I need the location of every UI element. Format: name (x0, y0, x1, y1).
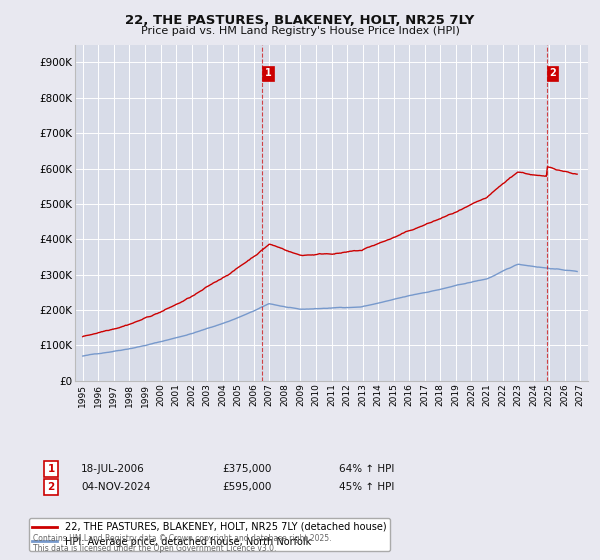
Text: 64% ↑ HPI: 64% ↑ HPI (339, 464, 394, 474)
Text: 04-NOV-2024: 04-NOV-2024 (81, 482, 151, 492)
Text: Contains HM Land Registry data © Crown copyright and database right 2025.
This d: Contains HM Land Registry data © Crown c… (33, 534, 331, 553)
Text: 2: 2 (549, 68, 556, 78)
Text: Price paid vs. HM Land Registry's House Price Index (HPI): Price paid vs. HM Land Registry's House … (140, 26, 460, 36)
Text: 2: 2 (47, 482, 55, 492)
Text: 22, THE PASTURES, BLAKENEY, HOLT, NR25 7LY: 22, THE PASTURES, BLAKENEY, HOLT, NR25 7… (125, 14, 475, 27)
Text: 45% ↑ HPI: 45% ↑ HPI (339, 482, 394, 492)
Text: 18-JUL-2006: 18-JUL-2006 (81, 464, 145, 474)
Text: 1: 1 (47, 464, 55, 474)
Text: 1: 1 (265, 68, 271, 78)
Text: £595,000: £595,000 (222, 482, 271, 492)
Text: £375,000: £375,000 (222, 464, 271, 474)
Legend: 22, THE PASTURES, BLAKENEY, HOLT, NR25 7LY (detached house), HPI: Average price,: 22, THE PASTURES, BLAKENEY, HOLT, NR25 7… (29, 518, 390, 550)
